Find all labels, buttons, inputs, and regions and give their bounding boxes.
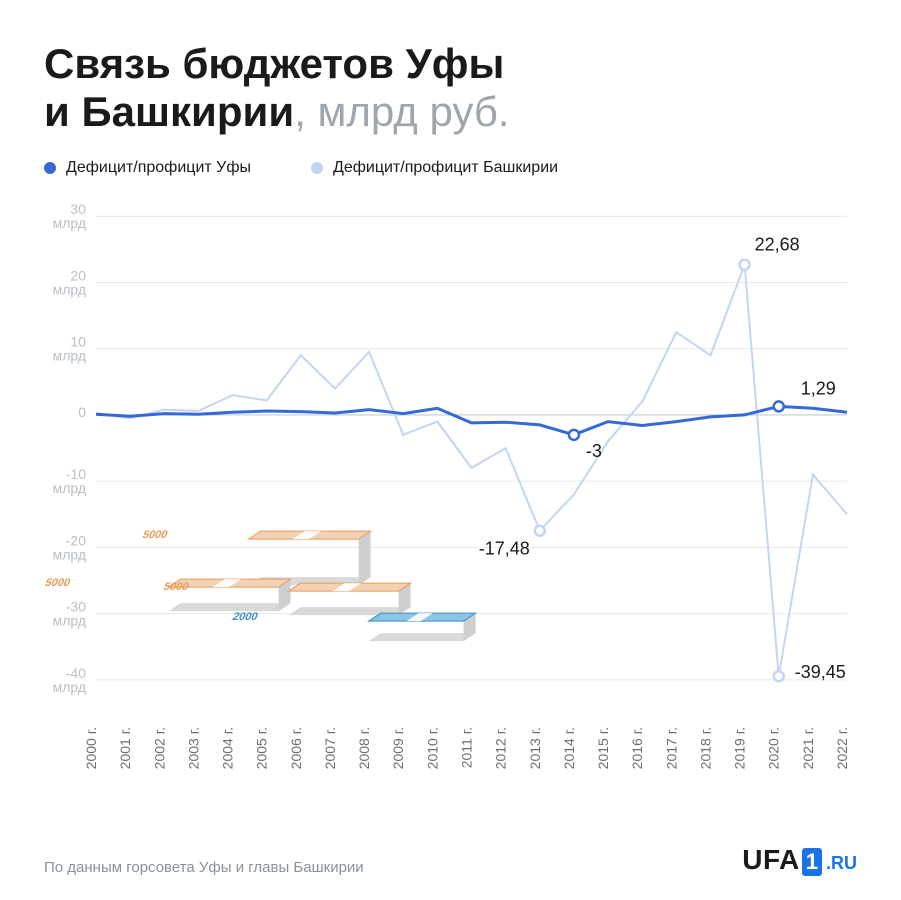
svg-text:5000: 5000 <box>162 581 191 593</box>
svg-text:2022 г.: 2022 г. <box>834 727 850 769</box>
svg-text:2017 г.: 2017 г. <box>663 727 679 769</box>
svg-text:2006 г.: 2006 г. <box>288 727 304 769</box>
svg-text:2012 г.: 2012 г. <box>493 727 509 769</box>
logo-suffix: .RU <box>826 853 857 874</box>
legend-marker-bashkiria <box>311 162 323 174</box>
logo-num: 1 <box>802 848 822 876</box>
callout-label: 22,68 <box>755 234 800 254</box>
svg-text:2014 г.: 2014 г. <box>561 727 577 769</box>
svg-text:2015 г.: 2015 г. <box>595 727 611 769</box>
site-logo: UFA 1 .RU <box>742 844 857 876</box>
svg-text:2018 г.: 2018 г. <box>697 727 713 769</box>
svg-text:2000 г.: 2000 г. <box>83 727 99 769</box>
svg-text:2002 г.: 2002 г. <box>151 727 167 769</box>
line-chart: -40млрд -30млрд -20млрд -10млрд 0 10млрд 20млр… <box>44 195 857 785</box>
legend-marker-ufa <box>44 162 56 174</box>
svg-text:2003 г.: 2003 г. <box>185 727 201 769</box>
svg-text:2008 г.: 2008 г. <box>356 727 372 769</box>
svg-text:2009 г.: 2009 г. <box>390 727 406 769</box>
logo-name: UFA <box>742 844 800 876</box>
callout-label: -17,48 <box>479 538 530 558</box>
legend-label-bashkiria: Дефицит/профицит Башкирии <box>333 159 558 177</box>
svg-text:-40млрд: -40млрд <box>53 664 87 694</box>
svg-text:20млрд: 20млрд <box>53 267 87 297</box>
svg-text:0: 0 <box>78 404 86 420</box>
svg-text:5000: 5000 <box>44 577 72 589</box>
chart-svg: -40млрд -30млрд -20млрд -10млрд 0 10млрд 20млр… <box>44 195 857 785</box>
title-line1: Связь бюджетов Уфы <box>44 40 504 87</box>
svg-text:2000: 2000 <box>231 611 260 623</box>
legend-item-ufa: Дефицит/профицит Уфы <box>44 159 251 177</box>
svg-text:2019 г.: 2019 г. <box>732 727 748 769</box>
callout-dot <box>774 401 784 411</box>
legend-item-bashkiria: Дефицит/профицит Башкирии <box>311 159 558 177</box>
chart-title: Связь бюджетов Уфы и Башкирии, млрд руб. <box>44 40 857 137</box>
svg-text:5000: 5000 <box>141 529 170 541</box>
series-Уфа <box>96 406 847 434</box>
callout-label: -3 <box>586 440 602 460</box>
svg-text:2020 г.: 2020 г. <box>766 727 782 769</box>
source-text: По данным горсовета Уфы и главы Башкирии <box>44 859 364 876</box>
svg-text:30млрд: 30млрд <box>53 201 87 231</box>
svg-text:2010 г.: 2010 г. <box>424 727 440 769</box>
svg-text:-10млрд: -10млрд <box>53 466 87 496</box>
svg-text:2005 г.: 2005 г. <box>254 727 270 769</box>
legend-label-ufa: Дефицит/профицит Уфы <box>66 159 251 177</box>
legend: Дефицит/профицит Уфы Дефицит/профицит Ба… <box>44 159 857 177</box>
svg-text:2004 г.: 2004 г. <box>220 727 236 769</box>
callout-label: -39,45 <box>795 662 846 682</box>
callout-label: 1,29 <box>801 378 836 398</box>
money-illustration: 5000 5000 5000 2000 <box>44 529 476 641</box>
svg-text:2013 г.: 2013 г. <box>527 727 543 769</box>
svg-text:-20млрд: -20млрд <box>53 532 87 562</box>
svg-text:2011 г.: 2011 г. <box>459 727 475 768</box>
svg-text:2021 г.: 2021 г. <box>800 727 816 769</box>
title-line2: и Башкирии <box>44 88 294 135</box>
callout-dot <box>774 671 784 681</box>
callout-dot <box>740 259 750 269</box>
svg-text:-30млрд: -30млрд <box>53 598 87 628</box>
svg-text:2016 г.: 2016 г. <box>629 727 645 769</box>
svg-text:2007 г.: 2007 г. <box>322 727 338 769</box>
callout-dot <box>535 525 545 535</box>
svg-text:2001 г.: 2001 г. <box>117 727 133 769</box>
title-unit: , млрд руб. <box>294 88 509 135</box>
svg-text:10млрд: 10млрд <box>53 333 87 363</box>
callout-dot <box>569 429 579 439</box>
